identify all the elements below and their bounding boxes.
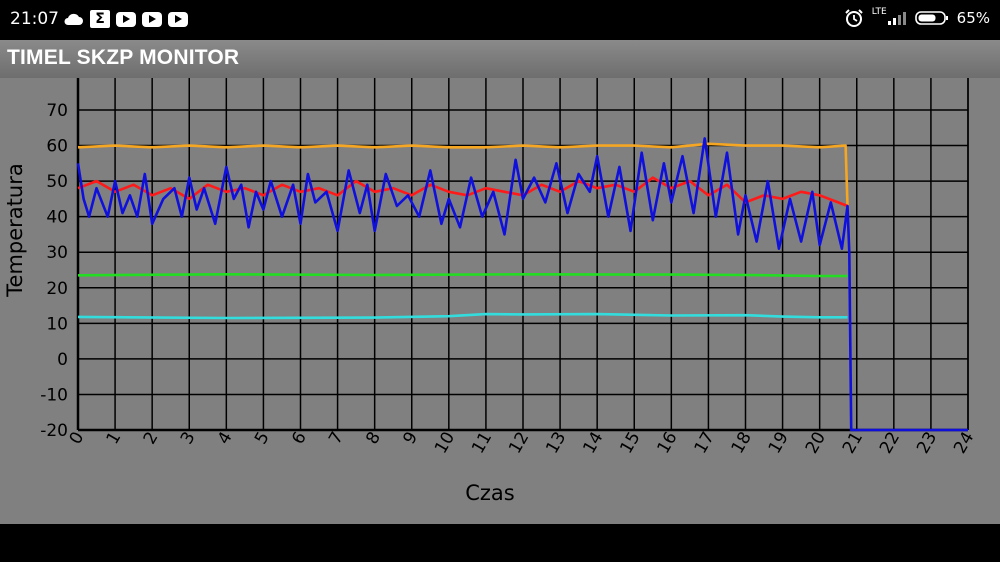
y-tick-label: 40	[46, 208, 68, 228]
signal-strength-icon	[887, 12, 906, 25]
youtube-icon	[116, 11, 136, 27]
x-tick-label: 3	[177, 429, 200, 448]
x-tick-label: 24	[950, 429, 978, 458]
battery-icon	[914, 11, 948, 25]
x-tick-label: 12	[505, 429, 533, 458]
x-tick-label: 11	[468, 428, 496, 457]
y-tick-label: -20	[40, 421, 68, 441]
x-tick-label: 19	[765, 429, 793, 458]
battery-percent: 65%	[956, 9, 990, 27]
cloud-icon	[64, 13, 83, 25]
x-tick-label: 22	[876, 429, 904, 458]
network-type: LTE	[871, 7, 887, 17]
x-tick-label: 10	[431, 429, 459, 458]
y-tick-label: 60	[46, 137, 68, 157]
x-tick-label: 6	[288, 429, 311, 448]
x-tick-label: 21	[839, 429, 867, 458]
x-tick-label: 17	[691, 429, 719, 458]
y-tick-label: 10	[46, 314, 68, 334]
status-time: 21:07	[10, 9, 59, 29]
status-bar: 21:07 Σ LTE 65%	[0, 0, 1000, 40]
y-axis-label: Temperatura	[3, 163, 27, 297]
x-tick-label: 5	[251, 429, 274, 448]
alarm-clock-icon	[844, 9, 863, 27]
x-tick-label: 2	[140, 429, 163, 448]
x-tick-label: 13	[542, 429, 570, 458]
y-tick-label: 20	[46, 279, 68, 299]
x-tick-label: 20	[802, 429, 830, 458]
app-title: TIMEL SKZP MONITOR	[7, 46, 240, 69]
series-line-1	[77, 142, 849, 207]
series-line-5	[77, 312, 848, 320]
x-tick-label: 23	[913, 429, 941, 458]
x-tick-label: 16	[654, 429, 682, 458]
y-tick-label: 70	[46, 101, 68, 121]
x-tick-label: 9	[399, 429, 422, 448]
sigma-app-icon: Σ	[90, 10, 110, 28]
y-tick-label: -10	[40, 385, 68, 405]
x-tick-label: 15	[616, 429, 644, 458]
x-tick-label: 1	[103, 429, 126, 448]
y-tick-label: 50	[46, 172, 68, 192]
youtube-icon	[142, 11, 162, 27]
x-axis-label: Czas	[465, 481, 515, 505]
notification-icons: Σ	[62, 10, 188, 28]
app-bar: TIMEL SKZP MONITOR	[0, 40, 1000, 78]
series-line-3	[76, 137, 968, 432]
x-tick-label: 4	[214, 429, 237, 448]
x-tick-label: 0	[66, 429, 89, 448]
y-tick-label: 0	[57, 350, 68, 370]
x-tick-label: 14	[579, 429, 607, 458]
series-line-4	[77, 273, 848, 278]
navigation-bar	[0, 524, 1000, 562]
y-tick-label: 30	[46, 243, 68, 263]
x-tick-label: 7	[325, 429, 348, 448]
system-icons: LTE 65%	[844, 7, 990, 28]
youtube-icon	[168, 11, 188, 27]
chart-area: -20 -10 0 10 20 30 40 50 60 70 0 1 2 3 4 5 6 7 8 9 10 11 12 13 1…	[0, 78, 1000, 524]
x-tick-label: 8	[362, 429, 385, 448]
x-tick-label: 18	[728, 429, 756, 458]
